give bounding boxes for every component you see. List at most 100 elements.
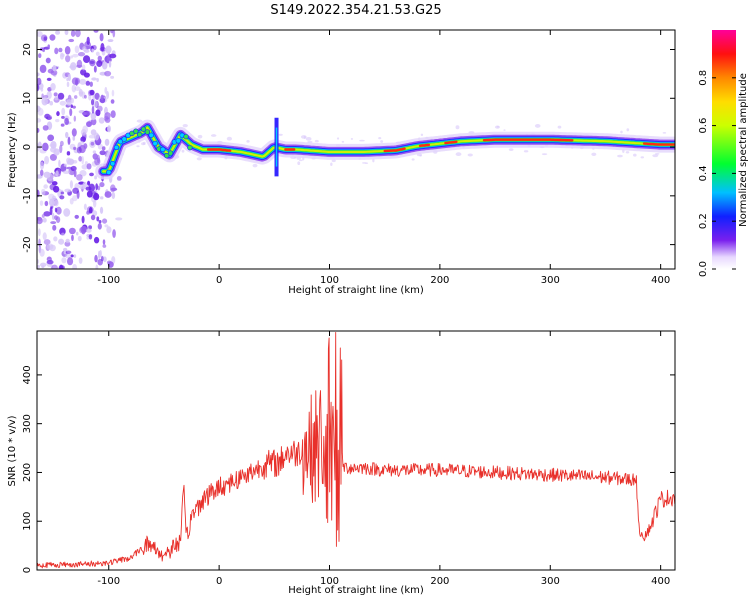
spectrogram-x-label: Height of straight line (km) <box>288 285 424 296</box>
faint-speckle <box>557 125 562 129</box>
faint-speckle <box>419 154 422 157</box>
spectrogram-x-ticks: -100 0 100 200 300 400 <box>97 30 670 286</box>
faint-speckle <box>141 142 146 146</box>
noise-blob <box>44 200 49 207</box>
spectrogram-x-tick-label: 100 <box>320 275 339 286</box>
noise-blob <box>95 51 100 56</box>
spectrogram-frame <box>36 29 676 270</box>
noise-blob <box>109 184 116 193</box>
ridge-point <box>113 144 120 151</box>
noise-blob <box>58 47 63 53</box>
noise-blob <box>78 91 84 95</box>
noise-blob <box>45 57 51 64</box>
noise-blob <box>104 86 108 94</box>
ridge-point <box>117 138 124 145</box>
noise-blob <box>78 156 83 162</box>
noise-blob <box>90 214 96 221</box>
faint-speckle <box>617 154 623 158</box>
faint-speckle <box>278 133 283 136</box>
ridge-point <box>163 152 170 159</box>
faint-speckle <box>541 153 548 156</box>
ridge-point <box>187 144 193 151</box>
snr-panel: -100 0 100 200 300 400 0 100 200 300 400 Height o… <box>7 330 676 596</box>
faint-speckle <box>182 123 188 128</box>
noise-blob <box>58 264 64 269</box>
noise-blob <box>49 206 53 216</box>
noise-blob <box>70 30 76 37</box>
noise-blob <box>102 244 107 248</box>
faint-speckle <box>314 139 319 143</box>
noise-blob <box>60 191 65 195</box>
noise-blob <box>94 175 97 180</box>
noise-blob <box>69 180 73 189</box>
noise-blob <box>104 191 112 198</box>
noise-blob <box>37 118 42 123</box>
noise-blob <box>110 75 115 79</box>
noise-blob <box>70 254 74 258</box>
noise-blob <box>51 264 58 269</box>
noise-blob <box>42 217 47 223</box>
noise-blob <box>98 219 102 224</box>
ridge-point <box>175 138 181 144</box>
noise-blob <box>39 161 45 170</box>
ridge-point <box>133 128 139 134</box>
noise-blob <box>49 100 54 106</box>
noise-blob <box>97 185 101 191</box>
noise-blob <box>111 192 116 200</box>
noise-blob <box>47 44 50 49</box>
noise-blob <box>97 143 103 150</box>
noise-blob <box>83 94 87 99</box>
noise-blob <box>52 64 57 72</box>
noise-blob <box>66 151 71 156</box>
noise-blob <box>37 77 42 86</box>
ridge-hot-segment <box>206 148 232 152</box>
noise-blob <box>41 97 48 106</box>
noise-blob <box>37 141 42 150</box>
noise-blob <box>75 174 83 181</box>
colorbar-tick-label: 0.6 <box>698 118 709 134</box>
noise-blob <box>67 136 71 145</box>
noise-blob <box>53 92 58 97</box>
noise-blob <box>73 169 77 178</box>
noise-blob <box>110 30 114 34</box>
noise-blob <box>101 146 106 151</box>
spectrogram-x-tick-label: 300 <box>541 275 560 286</box>
noise-blob <box>73 146 77 151</box>
noise-blob <box>37 264 40 269</box>
spectrogram-y-ticks: 20 10 0 -10 -20 <box>22 43 675 253</box>
noise-blob <box>109 53 117 59</box>
noise-blob <box>50 146 57 153</box>
ridge-hot-segment <box>418 143 431 147</box>
snr-x-tick-label: 100 <box>320 576 339 587</box>
noise-blob <box>37 259 40 264</box>
noise-blob <box>100 256 104 262</box>
faint-speckle <box>300 135 307 139</box>
noise-blob <box>94 92 100 100</box>
noise-blob <box>100 196 104 200</box>
noise-blob <box>73 95 78 99</box>
ridge-point <box>148 132 154 138</box>
noise-blob <box>54 215 58 221</box>
faint-speckle <box>534 124 541 128</box>
noise-blob <box>86 36 90 46</box>
noise-blob <box>95 109 101 117</box>
noise-blob <box>77 235 82 242</box>
noise-blob <box>86 190 93 198</box>
snr-line <box>37 331 675 569</box>
noise-blob <box>41 214 45 218</box>
ridge-point <box>144 129 151 135</box>
faint-speckle <box>455 152 462 157</box>
noise-blob <box>64 30 69 36</box>
faint-speckle <box>305 136 312 141</box>
noise-blob <box>85 110 91 116</box>
noise-blob <box>61 257 67 264</box>
colorbar-tick-label: 0.4 <box>698 165 709 181</box>
noise-blob <box>85 80 91 86</box>
spectrogram-y-label: Frequency (Hz) <box>7 112 18 188</box>
faint-speckle <box>508 148 514 151</box>
figure-title: S149.2022.354.21.53.G25 <box>270 3 441 18</box>
noise-blob <box>46 243 54 250</box>
noise-blob <box>94 254 98 263</box>
faint-speckle <box>246 139 250 143</box>
